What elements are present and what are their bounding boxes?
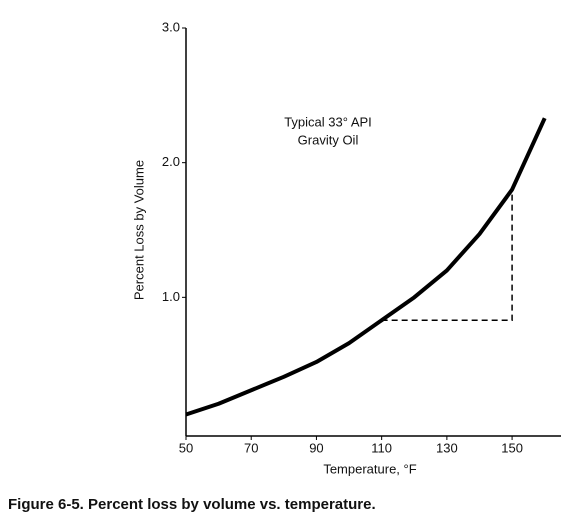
guide-line [381,189,513,321]
x-tick-label: 110 [371,440,392,455]
caption: Figure 6-5. Percent loss by volume vs. t… [8,496,376,513]
x-tick-label: 50 [179,440,193,455]
x-axis-label: Temperature, °F [323,461,416,476]
y-tick-label: 3.0 [162,19,180,34]
annotation: Typical 33° API [284,114,372,129]
x-tick-label: 130 [436,440,458,455]
x-tick-label: 150 [501,440,523,455]
y-axis-label: Percent Loss by Volume [131,160,146,300]
y-tick-label: 1.0 [162,289,180,304]
y-tick-label: 2.0 [162,154,180,169]
line [185,117,547,417]
x-tick-label: 70 [244,440,258,455]
x-tick-label: 90 [309,440,323,455]
annotation: Gravity Oil [298,132,359,147]
